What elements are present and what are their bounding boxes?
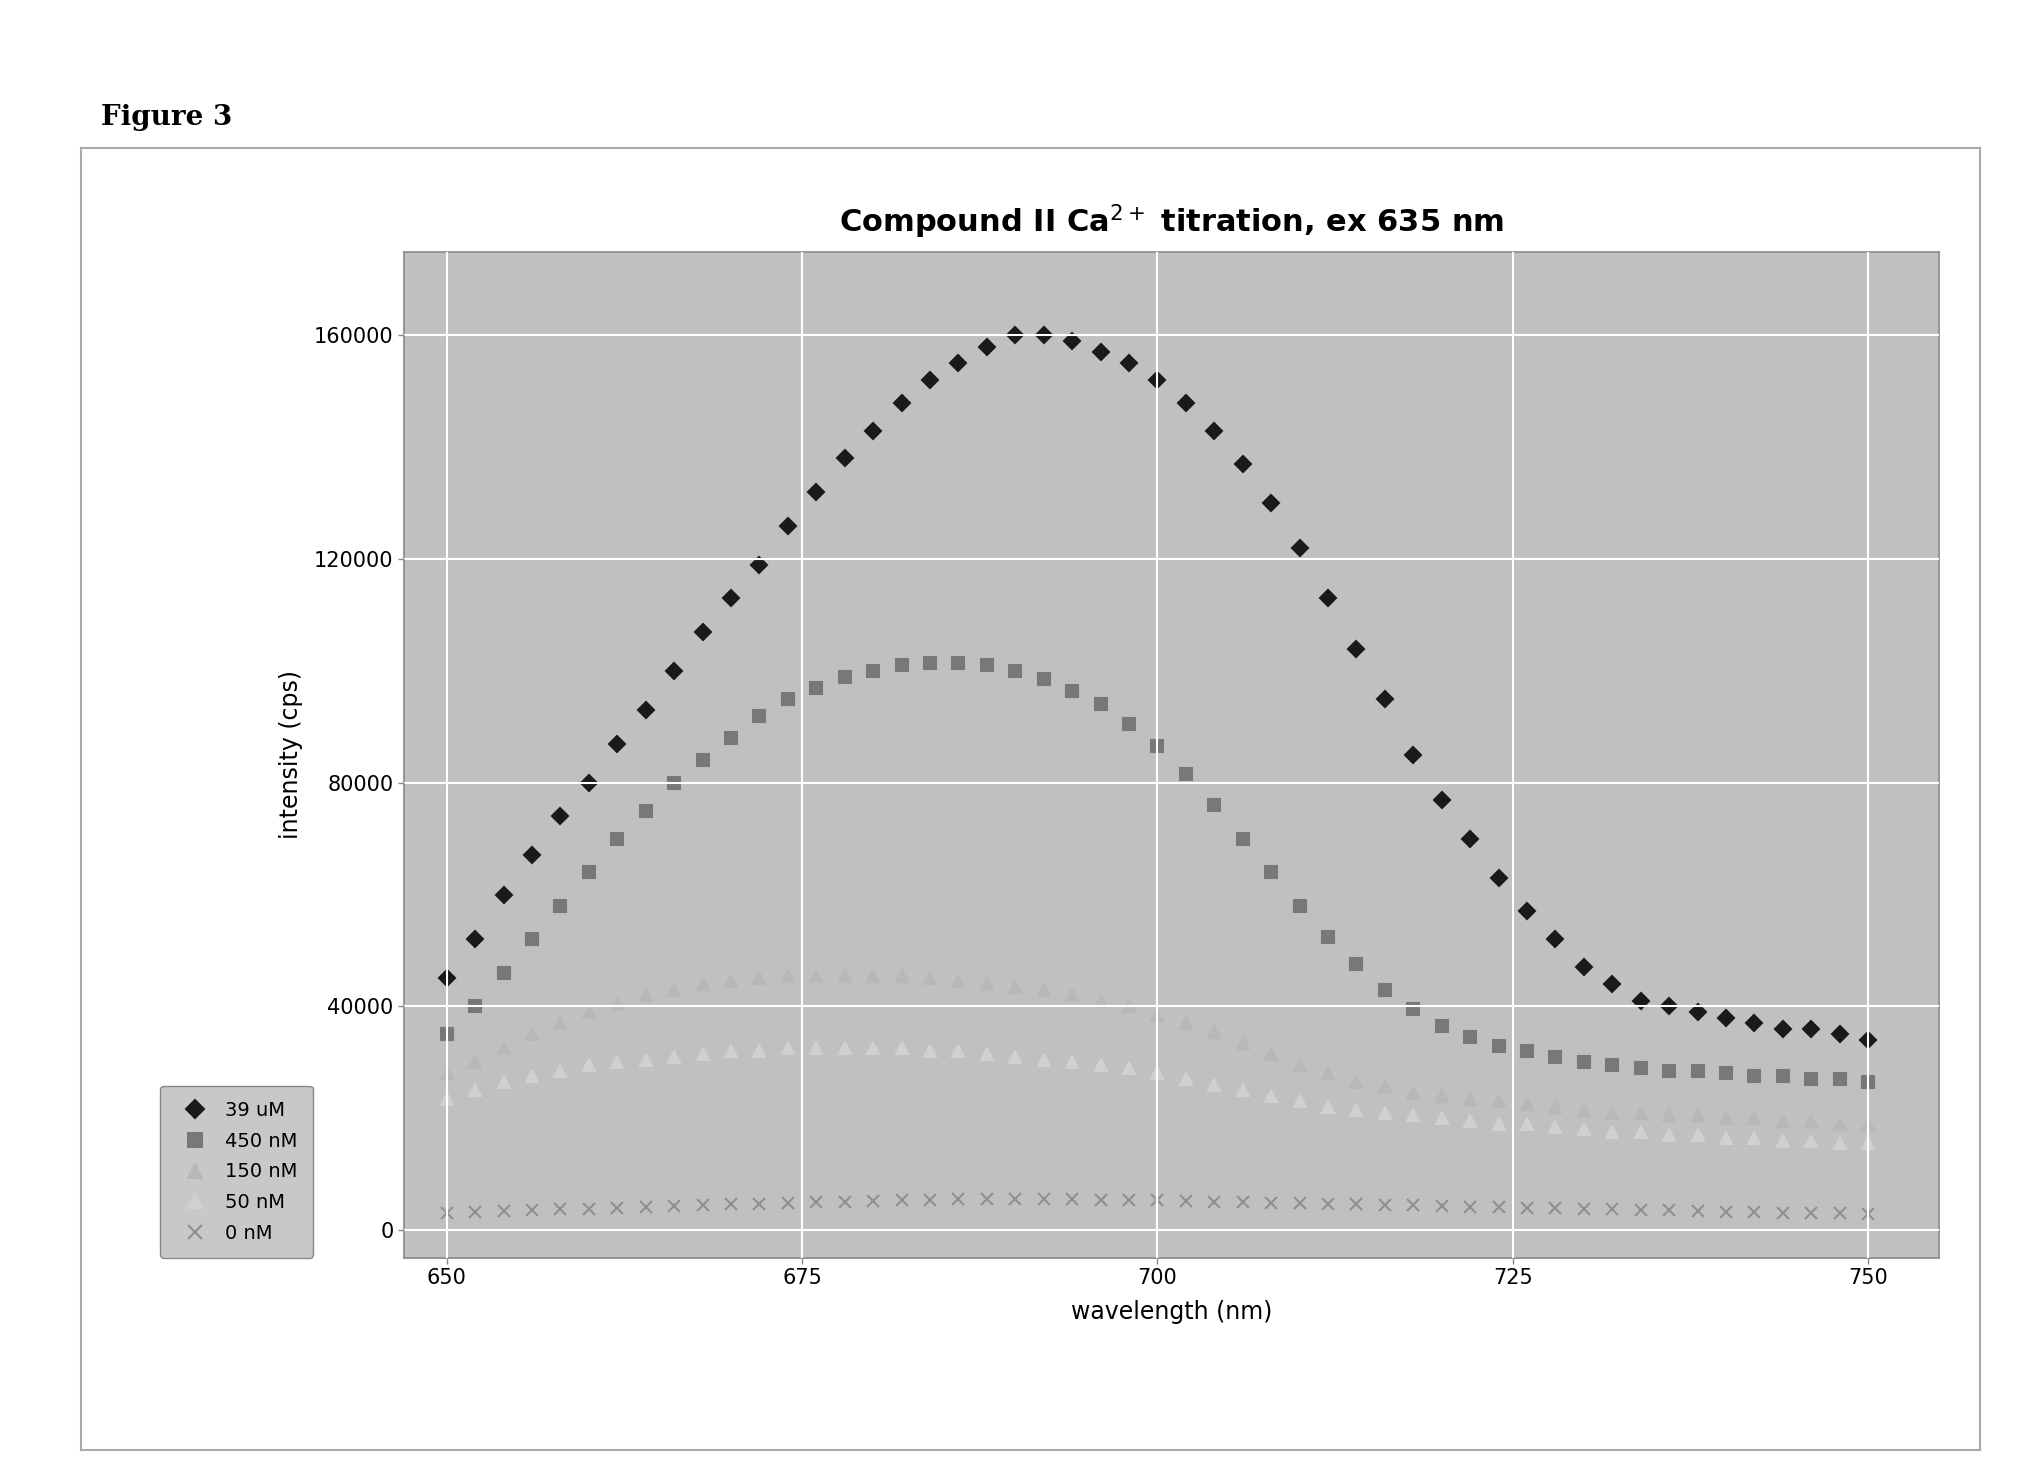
Text: Figure 3: Figure 3 (101, 104, 232, 130)
39 uM (1402, 746, 1426, 764)
39 uM (861, 422, 885, 440)
150 nM (889, 966, 913, 984)
50 nM (917, 1042, 941, 1060)
50 nM (1856, 1135, 1881, 1153)
150 nM (917, 969, 941, 987)
150 nM (1487, 1092, 1511, 1110)
0 nM (1856, 1205, 1881, 1222)
450 nM (1856, 1073, 1881, 1091)
450 nM (747, 707, 772, 725)
450 nM (434, 1026, 459, 1043)
450 nM (1828, 1070, 1852, 1088)
450 nM (861, 662, 885, 679)
450 nM (889, 657, 913, 675)
Legend: 39 uM, 450 nM, 150 nM, 50 nM, 0 nM: 39 uM, 450 nM, 150 nM, 50 nM, 0 nM (160, 1085, 313, 1258)
50 nM (889, 1039, 913, 1057)
50 nM (1828, 1135, 1852, 1153)
50 nM (1800, 1132, 1824, 1150)
150 nM (1800, 1111, 1824, 1129)
50 nM (434, 1089, 459, 1107)
39 uM (1004, 327, 1028, 345)
150 nM (1402, 1085, 1426, 1103)
0 nM (1487, 1199, 1511, 1217)
50 nM (1487, 1114, 1511, 1132)
450 nM (1402, 1000, 1426, 1018)
0 nM (1828, 1205, 1852, 1222)
450 nM (917, 654, 941, 672)
39 uM (889, 394, 913, 411)
39 uM (1856, 1032, 1881, 1049)
Y-axis label: intensity (cps): intensity (cps) (279, 670, 303, 839)
0 nM (747, 1194, 772, 1212)
Line: 450 nM: 450 nM (440, 657, 1875, 1088)
150 nM (1856, 1114, 1881, 1132)
50 nM (776, 1039, 800, 1057)
Title: Compound II Ca$^{2+}$ titration, ex 635 nm: Compound II Ca$^{2+}$ titration, ex 635 … (838, 203, 1505, 241)
39 uM (1828, 1026, 1852, 1043)
450 nM (1487, 1036, 1511, 1054)
150 nM (776, 966, 800, 984)
Line: 0 nM: 0 nM (440, 1194, 1875, 1220)
0 nM (861, 1191, 885, 1209)
150 nM (1828, 1114, 1852, 1132)
150 nM (747, 969, 772, 987)
39 uM (434, 969, 459, 987)
50 nM (1402, 1107, 1426, 1125)
0 nM (434, 1205, 459, 1222)
Line: 50 nM: 50 nM (440, 1043, 1875, 1148)
0 nM (1402, 1196, 1426, 1214)
39 uM (747, 556, 772, 574)
Line: 150 nM: 150 nM (440, 969, 1875, 1129)
150 nM (434, 1064, 459, 1082)
0 nM (945, 1190, 970, 1208)
0 nM (889, 1191, 913, 1209)
50 nM (747, 1042, 772, 1060)
X-axis label: wavelength (nm): wavelength (nm) (1071, 1299, 1273, 1323)
Line: 39 uM: 39 uM (440, 330, 1875, 1045)
39 uM (1487, 869, 1511, 887)
